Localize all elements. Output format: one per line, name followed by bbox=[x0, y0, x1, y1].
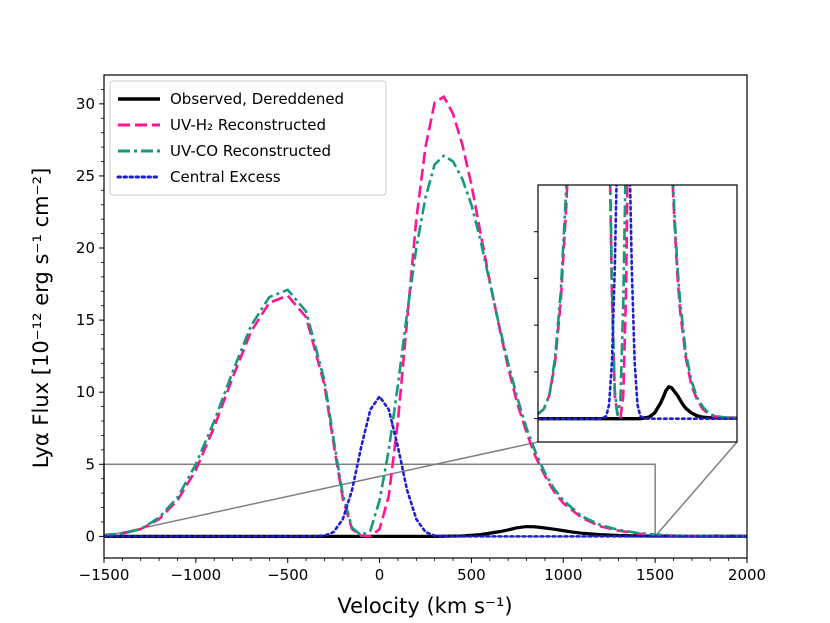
y-tick-label: 0 bbox=[85, 527, 95, 545]
series-1-inset-line bbox=[538, 385, 737, 421]
legend-label-4: Central Excess bbox=[170, 168, 281, 186]
x-axis-title: Velocity (km s⁻¹) bbox=[337, 594, 512, 618]
inset-ticks bbox=[534, 231, 538, 420]
x-tick-label: −500 bbox=[267, 566, 308, 584]
legend-label-3: UV-CO Reconstructed bbox=[170, 142, 331, 160]
series-3-line bbox=[104, 154, 747, 538]
x-tick-label: −1000 bbox=[170, 566, 221, 584]
x-tick-label: −1500 bbox=[79, 566, 130, 584]
zoom-connector-right bbox=[654, 441, 738, 537]
y-tick-label: 25 bbox=[76, 167, 95, 185]
y-axis-title: Lyα Flux [10⁻¹² erg s⁻¹ cm⁻²] bbox=[29, 168, 53, 469]
zoom-connector-left bbox=[103, 441, 539, 538]
inset-border bbox=[537, 184, 738, 443]
series-2-inset-line bbox=[538, 185, 737, 420]
y-tick-label: 15 bbox=[76, 311, 95, 329]
x-tick-label: 1000 bbox=[544, 566, 582, 584]
inset-background bbox=[538, 185, 737, 442]
legend: Observed, Dereddened UV-H₂ Reconstructed U… bbox=[109, 80, 387, 196]
plot-border bbox=[103, 74, 748, 559]
x-tick-label: 0 bbox=[375, 566, 385, 584]
x-tick-label: 1500 bbox=[636, 566, 674, 584]
y-tick-label: 30 bbox=[76, 95, 95, 113]
y-tick-label: 20 bbox=[76, 239, 95, 257]
legend-label-2: UV-H₂ Reconstructed bbox=[170, 116, 326, 134]
legend-box bbox=[109, 80, 387, 196]
series-main bbox=[104, 95, 747, 538]
y-tick-label: 10 bbox=[76, 383, 95, 401]
series-inset bbox=[538, 185, 737, 421]
legend-label-1: Observed, Dereddened bbox=[170, 90, 344, 108]
series-3-inset-line bbox=[538, 185, 737, 420]
series-4-inset-line bbox=[538, 185, 737, 420]
series-4-line bbox=[104, 395, 747, 538]
axis-ticks: −1500 −1000 −500 0 500 1000 1500 2000 0 5 10 15 20 25… bbox=[76, 89, 766, 584]
y-tick-label: 5 bbox=[85, 455, 95, 473]
x-tick-label: 500 bbox=[457, 566, 486, 584]
x-tick-label: 2000 bbox=[728, 566, 766, 584]
